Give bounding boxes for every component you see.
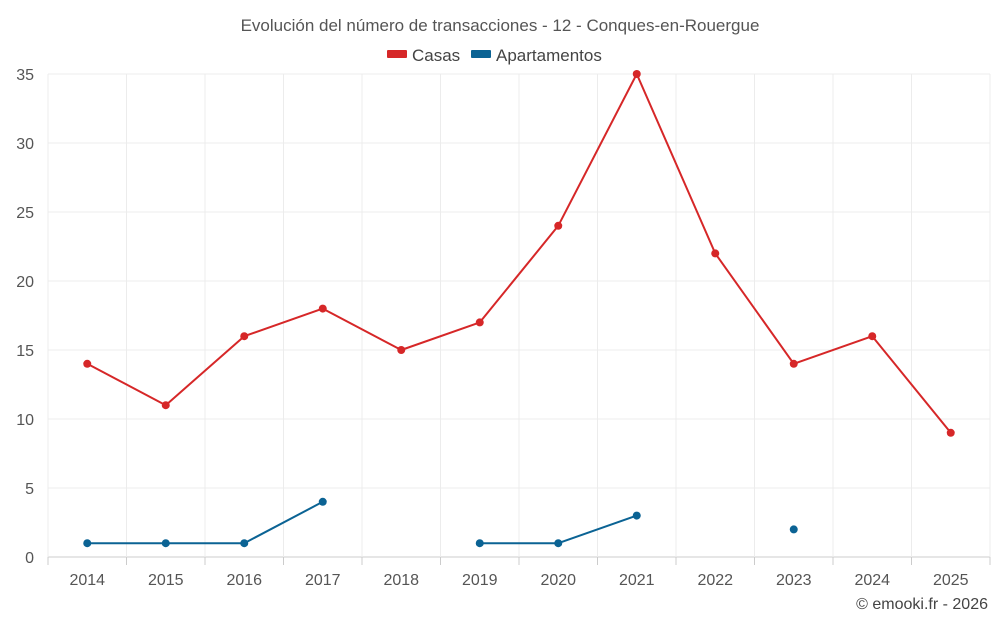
- y-axis: 0 5 10 15 20 25 30 35: [16, 67, 34, 567]
- series-line-apartamentos: [87, 500, 324, 545]
- data-point-casas[interactable]: [240, 332, 249, 341]
- data-point-casas[interactable]: [711, 249, 720, 258]
- y-tick-label: 5: [25, 481, 34, 498]
- y-tick-label: 10: [16, 412, 34, 429]
- x-tick-label: 2020: [540, 572, 576, 589]
- y-tick-label: 30: [16, 136, 34, 153]
- x-tick-label: 2014: [69, 572, 105, 589]
- y-tick-label: 15: [16, 343, 34, 360]
- x-tick-label: 2022: [697, 572, 733, 589]
- chart-title: Evolución del número de transacciones - …: [241, 16, 760, 35]
- x-tick-label: 2023: [776, 572, 812, 589]
- legend-item-apartamentos[interactable]: Apartamentos: [471, 46, 602, 65]
- x-tick-label: 2024: [854, 572, 890, 589]
- grid: [47, 73, 991, 558]
- data-point-apartamentos[interactable]: [475, 539, 484, 548]
- x-axis: 2014 2015 2016 2017 2018 2019 2020 2021 2022 2023…: [47, 557, 991, 589]
- data-point-apartamentos[interactable]: [789, 525, 798, 534]
- data-point-casas[interactable]: [789, 359, 798, 368]
- data-point-casas[interactable]: [868, 332, 877, 341]
- data-point-casas[interactable]: [475, 318, 484, 327]
- data-point-casas[interactable]: [632, 70, 641, 78]
- data-point-casas[interactable]: [397, 346, 406, 354]
- y-tick-label: 25: [16, 205, 34, 222]
- x-tick-label: 2018: [383, 572, 419, 589]
- series-line-apartamentos: [479, 514, 638, 545]
- x-tick-label: 2015: [148, 572, 184, 589]
- credit-text: © emooki.fr - 2026: [856, 596, 988, 613]
- series-group: [83, 70, 955, 548]
- data-point-apartamentos[interactable]: [83, 539, 92, 548]
- y-tick-label: 20: [16, 274, 34, 291]
- x-tick-label: 2017: [305, 572, 341, 589]
- legend-label-apartamentos: Apartamentos: [496, 46, 602, 65]
- series-apartamentos: [83, 497, 798, 548]
- data-point-apartamentos[interactable]: [632, 511, 641, 520]
- data-point-apartamentos[interactable]: [161, 539, 170, 548]
- data-point-casas[interactable]: [946, 428, 955, 437]
- series-line-casas: [86, 73, 952, 434]
- x-tick-label: 2025: [933, 572, 969, 589]
- legend: Casas Apartamentos: [387, 46, 602, 65]
- data-point-apartamentos[interactable]: [240, 539, 249, 548]
- x-tick-label: 2016: [226, 572, 262, 589]
- x-tick-label: 2021: [619, 572, 655, 589]
- data-point-casas[interactable]: [554, 221, 563, 230]
- data-point-casas[interactable]: [318, 304, 327, 313]
- data-point-casas[interactable]: [83, 359, 92, 368]
- legend-label-casas: Casas: [412, 46, 460, 65]
- data-point-apartamentos[interactable]: [554, 539, 563, 548]
- legend-swatch-apartamentos: [471, 50, 491, 58]
- data-point-casas[interactable]: [161, 401, 170, 410]
- x-tick-label: 2019: [462, 572, 498, 589]
- legend-item-casas[interactable]: Casas: [387, 46, 460, 65]
- y-tick-label: 35: [16, 67, 34, 84]
- y-tick-label: 0: [25, 550, 34, 567]
- data-point-apartamentos[interactable]: [318, 497, 327, 506]
- series-casas: [83, 70, 955, 437]
- legend-swatch-casas: [387, 50, 407, 58]
